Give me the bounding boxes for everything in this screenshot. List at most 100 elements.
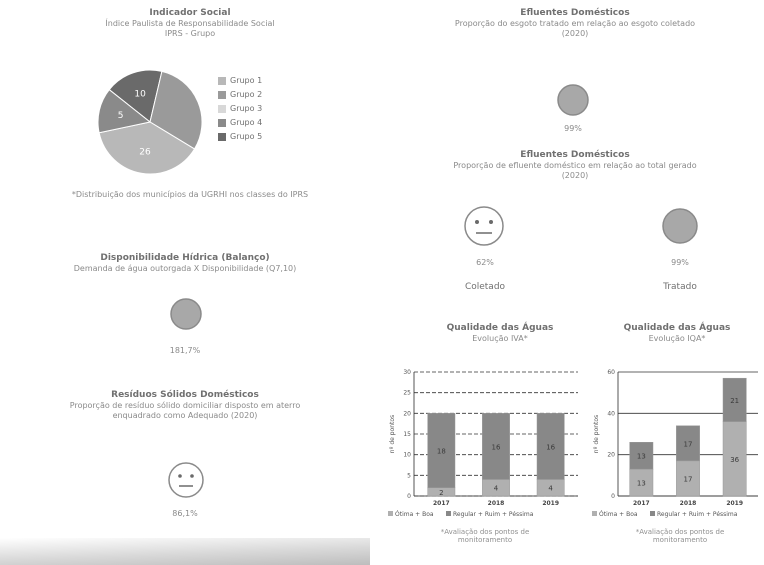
iqa-header: Qualidade das Águas Evolução IQA*	[590, 323, 764, 344]
iqa-bar-chart: 0 20 40 60 nº de pontos 13 13 2017 17 17 2018 36 21 2…	[592, 369, 758, 518]
legend-swatch	[218, 105, 226, 113]
social-title: Indicador Social	[149, 8, 231, 18]
bar-segment-regular-ruim-pessima	[676, 425, 700, 462]
efluentes1-value: 99%	[564, 124, 582, 133]
bar-data-label: 21	[730, 397, 739, 405]
efluentes1-subtitle: Proporção do esgoto tratado em relação a…	[454, 19, 696, 28]
legend-swatch	[218, 91, 226, 99]
residuos-subtitle2: enquadrado como Adequado (2020)	[112, 411, 258, 420]
efluentes2-title: Efluentes Domésticos	[520, 150, 630, 160]
bar-data-label: 4	[494, 485, 499, 493]
hidrica-section: Disponibilidade Hídrica (Balanço) Demand…	[10, 253, 360, 274]
pie-slice-4	[97, 88, 152, 134]
iva-bar-chart: 0 5 10 15 20 25 30 nº de pontos 2 18 2017 4 16 2018 4 1…	[388, 369, 578, 518]
bar-data-label: 36	[730, 456, 739, 464]
hidrica-subtitle: Demanda de água outorgada X Disponibilid…	[73, 264, 297, 273]
efluentes1-subtitle2: (2020)	[561, 29, 589, 38]
iqa-footnote2: monitoramento	[652, 536, 708, 544]
social-subtitle: Índice Paulista de Responsabilidade Soci…	[105, 19, 275, 28]
pie-slice-1	[98, 121, 196, 175]
bar-segment-regular-ruim-pessima	[536, 413, 565, 480]
legend-label: Regular + Ruim + Péssima	[657, 511, 738, 518]
bar-data-label: 17	[684, 440, 693, 448]
legend-label: Ótima + Boa	[599, 511, 638, 518]
social-legend: Grupo 1 Grupo 2 Grupo 3 Grupo 4 Grupo 5	[218, 74, 262, 144]
pie-slice-label: 26	[139, 148, 151, 158]
x-tick-label: 2018	[680, 500, 697, 507]
legend-item-grupo-5: Grupo 5	[218, 130, 262, 144]
legend-label: Regular + Ruim + Péssima	[453, 511, 534, 518]
y-tick-label: 30	[403, 369, 411, 376]
bar-data-label: 13	[637, 480, 646, 488]
tratado-value: 99%	[671, 258, 689, 267]
legend-swatch	[446, 511, 451, 516]
legend-swatch	[592, 511, 597, 516]
y-tick-label: 20	[607, 452, 615, 459]
residuos-value: 86,1%	[172, 509, 198, 518]
bar-segment-regular-ruim-pessima	[722, 377, 747, 422]
legend-swatch	[218, 133, 226, 141]
residuos-neutral-face-icon	[166, 460, 206, 504]
social-subtitle2: IPRS - Grupo	[164, 29, 216, 38]
legend-label: Grupo 1	[230, 76, 263, 85]
bar-segment-regular-ruim-pessima	[427, 413, 456, 488]
decorative-band	[0, 538, 370, 565]
legend-label: Grupo 3	[230, 104, 263, 113]
efluentes1-section: Efluentes Domésticos Proporção do esgoto…	[395, 8, 755, 39]
iva-footnote2: monitoramento	[457, 536, 513, 544]
x-tick-label: 2017	[433, 500, 450, 507]
legend-label: Ótima + Boa	[395, 511, 434, 518]
hidrica-value: 181,7%	[169, 346, 201, 355]
social-note: *Distribuição dos municípios da UGRHI no…	[71, 190, 309, 199]
y-axis-label: nº de pontos	[389, 415, 396, 453]
y-tick-label: 40	[607, 410, 615, 417]
legend-item-grupo-2: Grupo 2	[218, 88, 262, 102]
bar-segment-regular-ruim-pessima	[482, 413, 510, 480]
tratado-face-icon	[660, 206, 700, 250]
bar-segment-regular-ruim-pessima	[629, 442, 654, 470]
legend-swatch	[218, 77, 226, 85]
iva-subtitle: Evolução IVA*	[472, 334, 528, 343]
iqa-title: Qualidade das Águas	[623, 323, 731, 333]
iva-header: Qualidade das Águas Evolução IVA*	[400, 323, 600, 344]
iqa-footnote: *Avaliação dos pontos de	[635, 528, 725, 536]
bar-data-label: 16	[546, 443, 555, 451]
coletado-neutral-face-icon	[462, 204, 506, 252]
y-tick-label: 0	[407, 493, 411, 500]
legend-item-grupo-4: Grupo 4	[218, 116, 262, 130]
y-tick-label: 5	[407, 472, 411, 479]
residuos-section: Resíduos Sólidos Domésticos Proporção de…	[10, 390, 360, 421]
iva-footnote: *Avaliação dos pontos de	[440, 528, 530, 536]
bar-data-label: 17	[684, 475, 693, 483]
coletado-value: 62%	[476, 258, 494, 267]
x-tick-label: 2018	[488, 500, 505, 507]
x-tick-label: 2019	[726, 500, 743, 507]
legend-swatch	[650, 511, 655, 516]
efluentes1-title: Efluentes Domésticos	[520, 8, 630, 18]
legend-label: Grupo 2	[230, 90, 263, 99]
bar-data-label: 16	[492, 443, 501, 451]
social-pie: 10 26 5	[97, 69, 203, 175]
pie-slice-label: 5	[118, 111, 124, 121]
iqa-subtitle: Evolução IQA*	[648, 334, 706, 343]
efluentes2-subtitle: Proporção de efluente doméstico em relaç…	[453, 161, 697, 170]
x-tick-label: 2017	[633, 500, 650, 507]
hidrica-title: Disponibilidade Hídrica (Balanço)	[100, 253, 270, 263]
efluentes2-section: Efluentes Domésticos Proporção de efluen…	[395, 150, 755, 181]
bar-data-label: 4	[548, 485, 553, 493]
legend-item-grupo-3: Grupo 3	[218, 102, 262, 116]
y-tick-label: 25	[403, 390, 411, 397]
tratado-label: Tratado	[663, 282, 697, 292]
pie-slice-label: 10	[134, 90, 146, 100]
residuos-title: Resíduos Sólidos Domésticos	[111, 390, 259, 400]
coletado-label: Coletado	[464, 282, 506, 292]
y-tick-label: 15	[403, 431, 411, 438]
legend-item-grupo-1: Grupo 1	[218, 74, 262, 88]
x-tick-label: 2019	[542, 500, 559, 507]
y-tick-label: 20	[403, 410, 411, 417]
legend-label: Grupo 4	[230, 118, 263, 127]
efluentes2-subtitle2: (2020)	[561, 171, 589, 180]
legend-swatch	[388, 511, 393, 516]
social-section: Indicador Social Índice Paulista de Resp…	[20, 8, 360, 39]
legend-swatch	[218, 119, 226, 127]
